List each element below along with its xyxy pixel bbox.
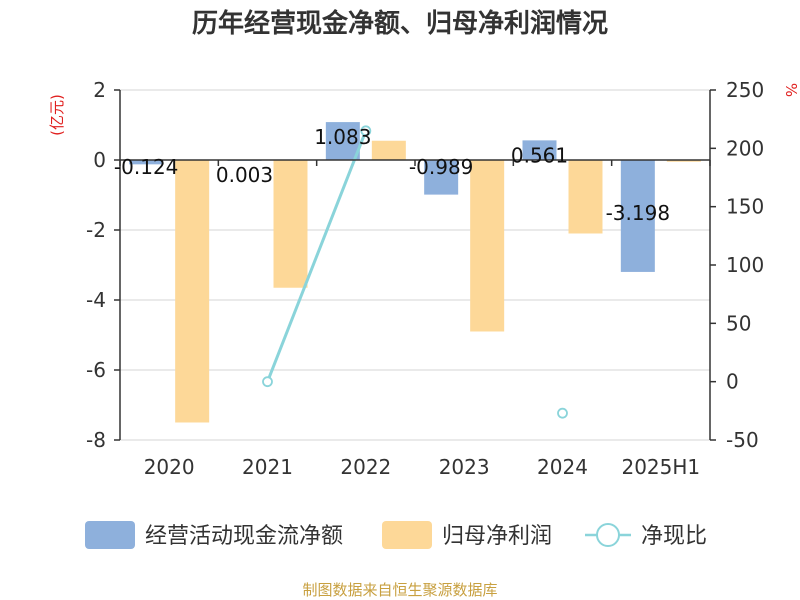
ratio-point: [557, 407, 568, 419]
category-label: 2021: [242, 455, 293, 479]
left-tick-label: -4: [86, 288, 106, 312]
cash-flow-bar: [325, 122, 360, 160]
cash-flow-data-label: -3.198: [606, 201, 670, 225]
left-tick-label: 0: [93, 148, 106, 172]
source-note: 制图数据来自恒生聚源数据库: [302, 581, 497, 599]
category-label: 2020: [144, 455, 195, 479]
left-tick-label: -6: [86, 358, 106, 382]
legend-swatch-cash-flow: [85, 521, 135, 549]
legend: 经营活动现金流净额 归母净利润 净现比: [85, 521, 707, 549]
cash-flow-data-label: -0.124: [114, 155, 178, 179]
right-tick-label: 100: [726, 253, 764, 277]
cash-flow-data-label: -0.989: [409, 155, 473, 179]
cash-flow-bar: [522, 140, 557, 160]
left-axis-unit: (亿元): [48, 94, 66, 136]
right-tick-label: 200: [726, 136, 764, 160]
cash-flow-data-label: 0.003: [216, 163, 273, 187]
ratio-line: [262, 125, 568, 419]
net-profit-bar: [470, 160, 505, 332]
right-tick-label: 0: [726, 370, 739, 394]
net-profit-bar: [371, 140, 406, 160]
legend-label-ratio: 净现比: [641, 524, 707, 549]
cash-flow-bar: [129, 160, 164, 165]
net-profit-bar: [273, 160, 308, 288]
category-label: 2024: [537, 455, 588, 479]
category-label: 2022: [340, 455, 391, 479]
left-tick-label: -8: [86, 428, 106, 452]
net-profit-bar: [666, 160, 701, 162]
right-tick-label: 250: [726, 78, 764, 102]
left-tick-label: -2: [86, 218, 106, 242]
axes: 2 0 -2 -4 -6 -8 250 200 150 100 50 0 -50 2020 2021 2022…: [86, 78, 764, 479]
bar-marks: [129, 122, 701, 423]
right-tick-label: 50: [726, 311, 751, 335]
chart-title: 历年经营现金净额、归母净利润情况: [192, 8, 608, 39]
category-label: 2023: [439, 455, 490, 479]
legend-label-net-profit: 归母净利润: [442, 524, 552, 549]
cash-flow-bar: [424, 160, 459, 195]
left-tick-label: 2: [93, 78, 106, 102]
data-labels: -0.124 0.003 1.083 -0.989 0.561 -3.198: [114, 125, 670, 225]
cash-flow-bar: [620, 160, 655, 272]
cash-flow-data-label: 1.083: [314, 125, 371, 149]
right-tick-label: 150: [726, 195, 764, 219]
cash-flow-data-label: 0.561: [511, 143, 568, 167]
right-axis-unit: %: [782, 83, 800, 97]
ratio-line-segment: [266, 130, 368, 383]
right-tick-label: -50: [726, 428, 759, 452]
legend-swatch-ratio-marker: [596, 523, 620, 547]
category-label: 2025H1: [621, 455, 700, 479]
legend-label-cash-flow: 经营活动现金流净额: [145, 524, 343, 549]
ratio-point: [262, 376, 273, 388]
legend-swatch-net-profit: [382, 521, 432, 549]
ratio-point: [360, 125, 372, 137]
net-profit-bar: [175, 160, 210, 423]
net-profit-bar: [568, 160, 603, 234]
